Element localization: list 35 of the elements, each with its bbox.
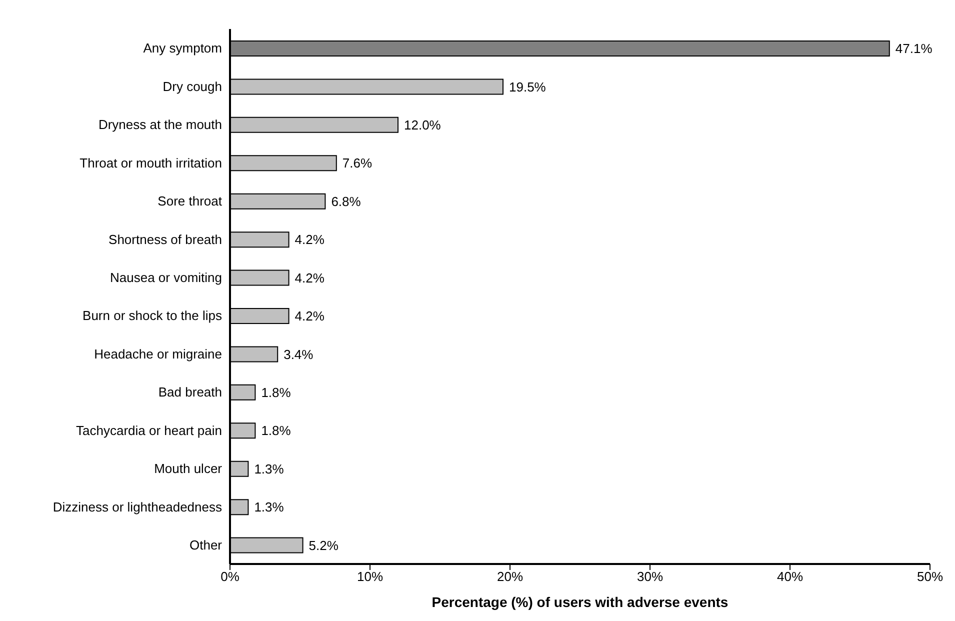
y-tick-label: Bad breath xyxy=(158,384,222,400)
y-tick-label: Mouth ulcer xyxy=(154,461,223,476)
y-tick-label: Sore throat xyxy=(158,194,222,209)
data-label: 5.2% xyxy=(308,538,339,553)
y-tick-label: Tachycardia or heart pain xyxy=(76,422,222,438)
y-tick-label: Dryness at the mouth xyxy=(98,117,222,132)
data-label: 7.6% xyxy=(342,156,372,171)
data-label: 1.8% xyxy=(261,384,292,400)
y-tick-label: Other xyxy=(189,538,223,553)
y-tick-label: Headache or migraine xyxy=(94,346,222,362)
data-label: 4.2% xyxy=(294,308,325,324)
x-axis-title: Percentage (%) of users with adverse events xyxy=(432,594,728,610)
y-tick-label: Any symptom xyxy=(143,40,222,56)
y-tick-label: Dizziness or lightheadedness xyxy=(52,499,222,514)
data-label: 4.2% xyxy=(294,232,325,248)
x-tick-label: 40% xyxy=(776,569,804,584)
data-label: 1.3% xyxy=(254,461,284,476)
data-label: 3.4% xyxy=(284,346,314,362)
data-label: 12.0% xyxy=(404,117,442,132)
x-tick-label: 20% xyxy=(496,569,524,584)
x-tick-label: 30% xyxy=(636,569,664,584)
y-tick-label: Dry cough xyxy=(162,78,222,94)
data-label: 47.1% xyxy=(895,41,933,56)
data-label: 4.2% xyxy=(294,270,325,286)
y-tick-label: Throat or mouth irritation xyxy=(80,155,222,170)
x-tick-label: 50% xyxy=(916,569,944,584)
data-label: 1.8% xyxy=(261,423,292,438)
x-tick-label: 0% xyxy=(220,569,240,584)
y-tick-label: Shortness of breath xyxy=(108,232,222,247)
data-label: 19.5% xyxy=(509,79,546,94)
y-tick-label: Nausea or vomiting xyxy=(110,270,222,286)
data-label: 1.3% xyxy=(254,500,284,515)
data-label: 6.8% xyxy=(331,194,362,209)
x-tick-label: 10% xyxy=(356,569,384,584)
y-tick-label: Burn or shock to the lips xyxy=(82,308,222,324)
